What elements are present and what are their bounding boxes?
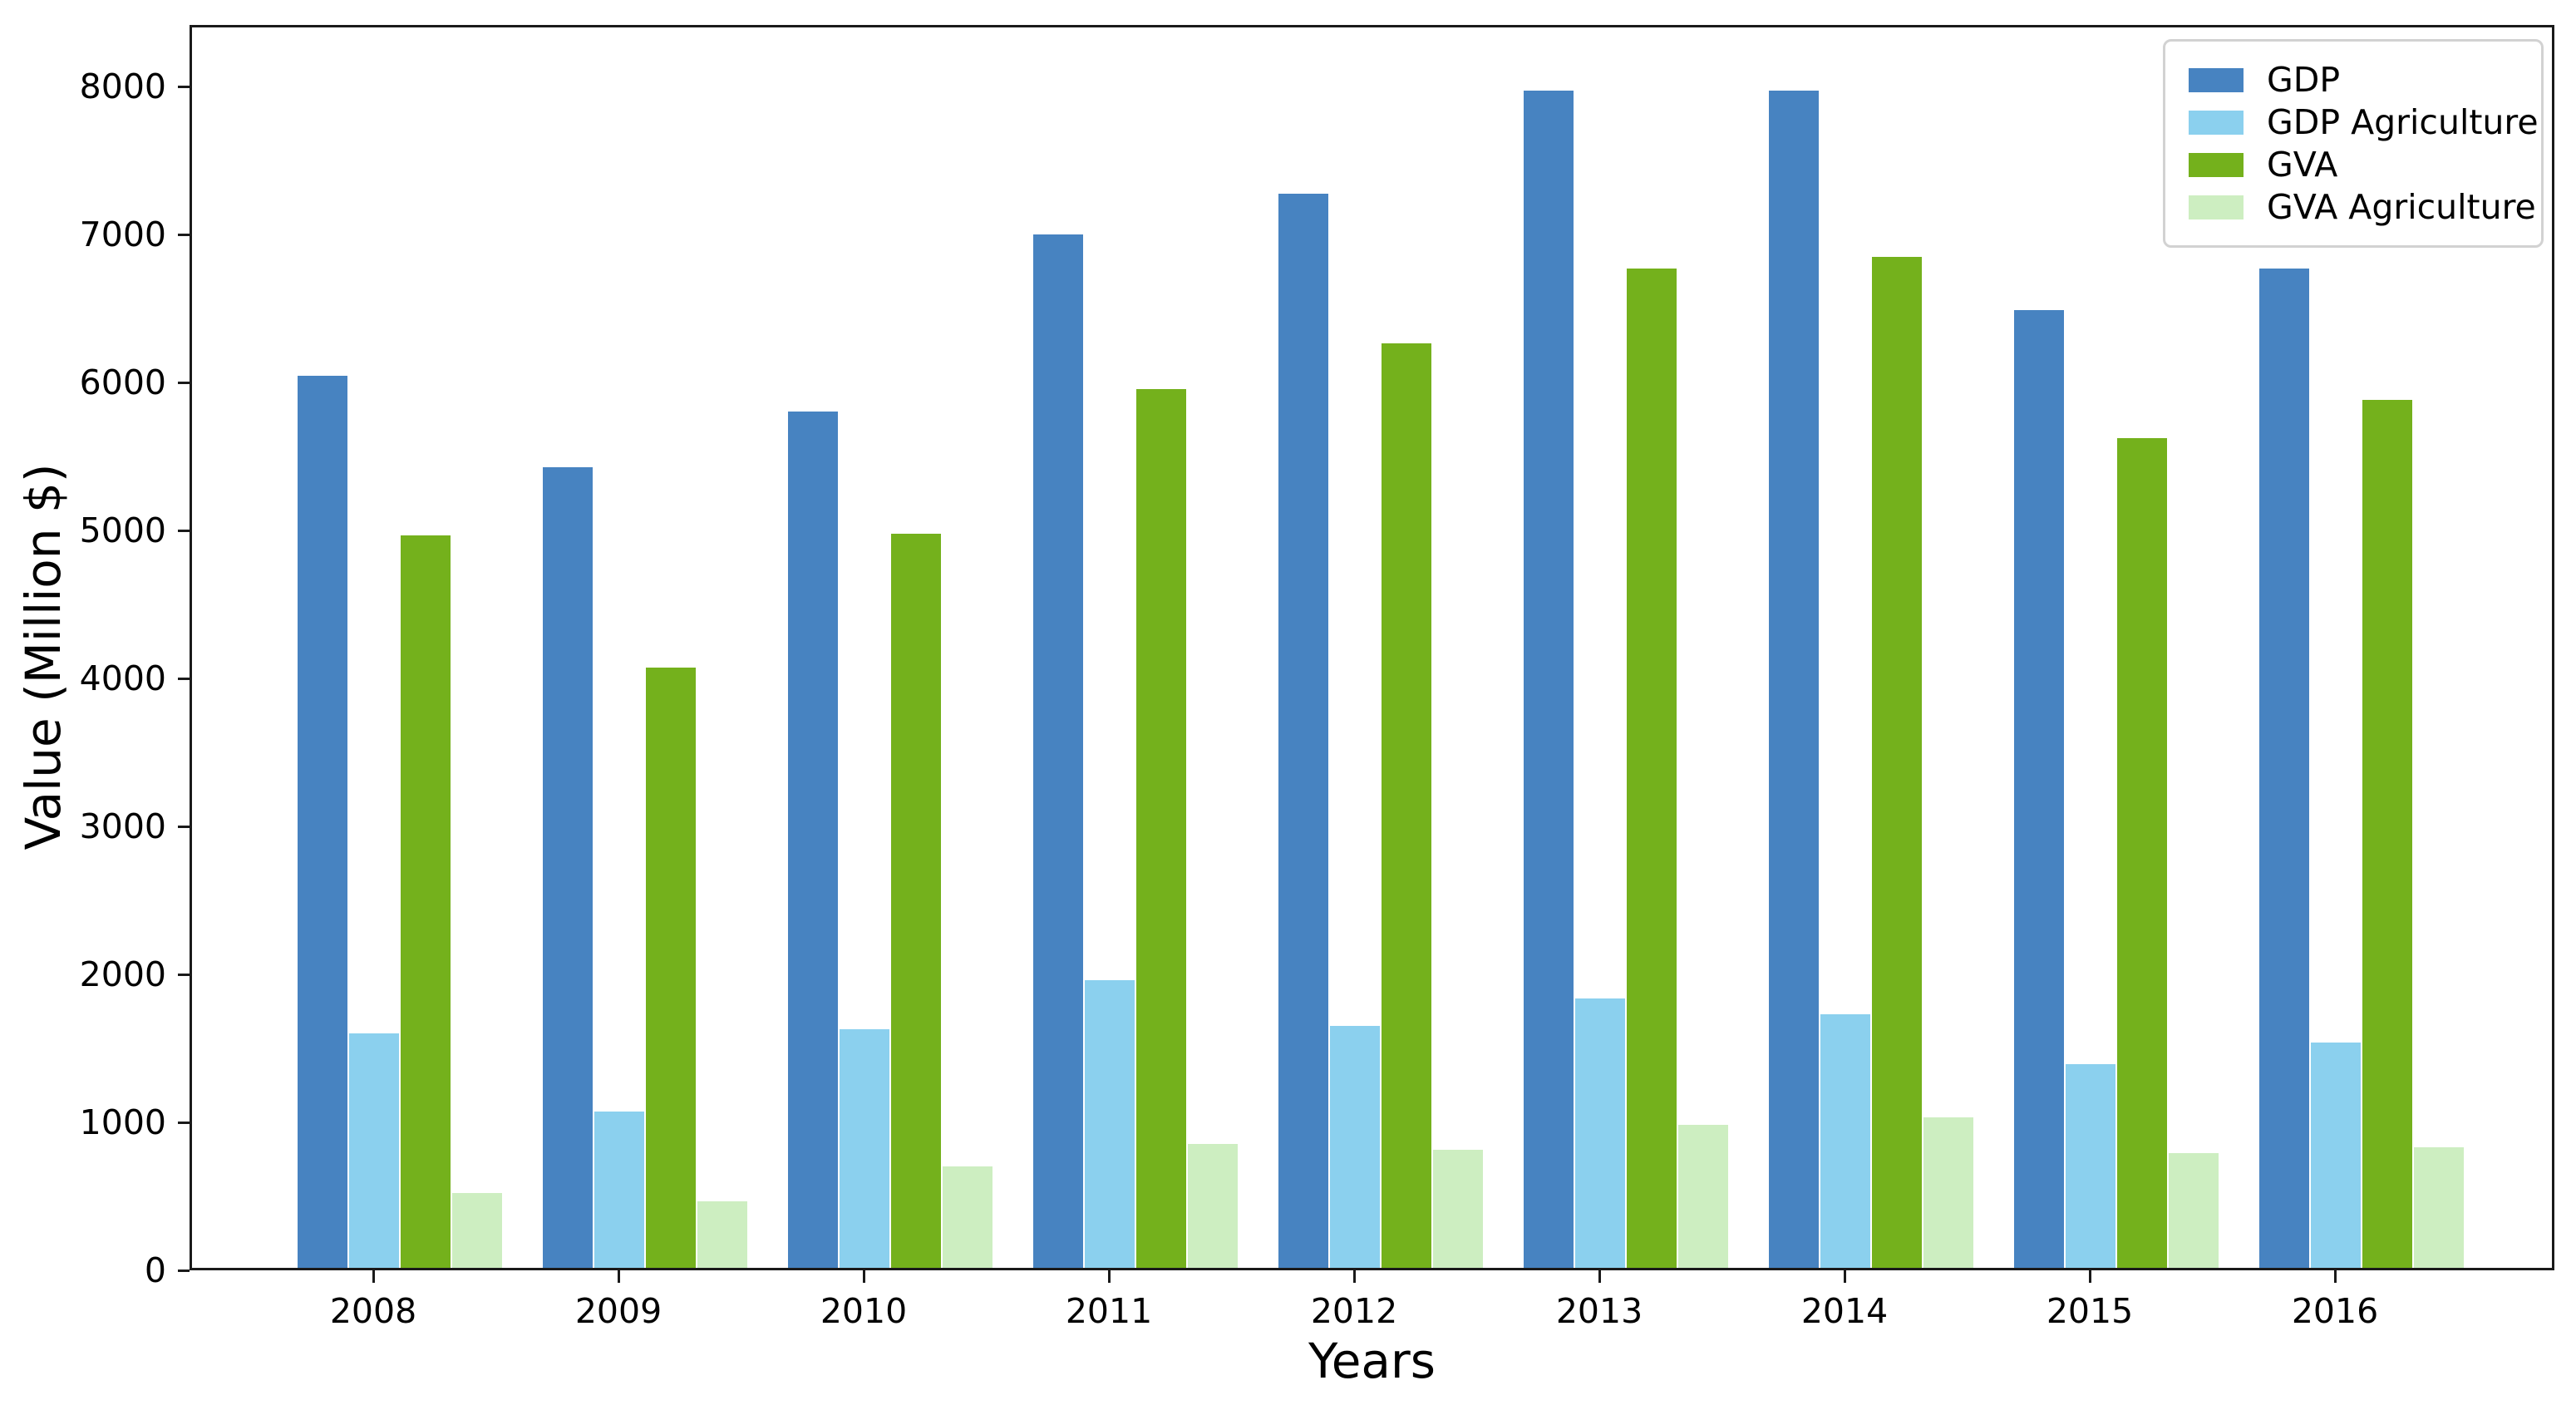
y-tick-label-1000: 1000 bbox=[79, 1102, 166, 1142]
y-tick-5000 bbox=[178, 529, 190, 532]
y-tick-2000 bbox=[178, 973, 190, 976]
bar-gva-agriculture-2008 bbox=[452, 1192, 502, 1268]
y-tick-label-6000: 6000 bbox=[79, 362, 166, 403]
bar-gdp-agriculture-2010 bbox=[840, 1028, 889, 1268]
legend-item-gva: GVA bbox=[2189, 146, 2524, 183]
x-tick-2013 bbox=[1598, 1270, 1601, 1283]
bar-gdp-2011 bbox=[1033, 234, 1083, 1268]
legend-label: GDP bbox=[2267, 60, 2341, 100]
x-tick-label-2016: 2016 bbox=[2291, 1291, 2379, 1331]
bar-gva-2016 bbox=[2362, 399, 2412, 1268]
x-axis-label: Years bbox=[1308, 1333, 1436, 1389]
x-tick-2012 bbox=[1353, 1270, 1356, 1283]
x-tick-label-2015: 2015 bbox=[2046, 1291, 2134, 1331]
bar-gva-2012 bbox=[1382, 343, 1431, 1268]
x-tick-label-2013: 2013 bbox=[1555, 1291, 1643, 1331]
legend-item-gdp-agriculture: GDP Agriculture bbox=[2189, 104, 2539, 141]
bar-gva-2009 bbox=[646, 668, 696, 1268]
x-tick-2008 bbox=[372, 1270, 375, 1283]
bar-gva-2011 bbox=[1136, 389, 1186, 1268]
bar-gdp-2012 bbox=[1278, 193, 1328, 1268]
legend-label: GDP Agriculture bbox=[2267, 102, 2539, 142]
bar-gdp-2014 bbox=[1769, 90, 1819, 1268]
x-tick-label-2012: 2012 bbox=[1310, 1291, 1398, 1331]
y-tick-label-0: 0 bbox=[144, 1250, 166, 1290]
bar-gva-agriculture-2010 bbox=[943, 1166, 992, 1268]
bar-gdp-2015 bbox=[2014, 309, 2064, 1268]
x-tick-2009 bbox=[618, 1270, 620, 1283]
year-group-2011: 2011 bbox=[1033, 27, 1238, 1330]
bar-gdp-agriculture-2009 bbox=[594, 1112, 644, 1268]
year-group-2016: 2016 bbox=[2259, 27, 2464, 1330]
legend-item-gva-agriculture: GVA Agriculture bbox=[2189, 189, 2536, 225]
x-tick-label-2011: 2011 bbox=[1065, 1291, 1153, 1331]
bar-gva-agriculture-2016 bbox=[2414, 1146, 2464, 1268]
bar-gva-agriculture-2014 bbox=[1923, 1117, 1973, 1268]
x-tick-2015 bbox=[2089, 1270, 2091, 1283]
y-tick-3000 bbox=[178, 825, 190, 828]
x-tick-2010 bbox=[863, 1270, 865, 1283]
bar-gdp-2009 bbox=[543, 467, 593, 1268]
legend: GDP GDP Agriculture GVA GVA Agriculture bbox=[2163, 39, 2544, 248]
legend-label: GVA Agriculture bbox=[2267, 187, 2536, 227]
bar-gdp-agriculture-2011 bbox=[1085, 980, 1135, 1268]
bar-gdp-agriculture-2013 bbox=[1575, 998, 1625, 1268]
bar-gdp-agriculture-2014 bbox=[1820, 1014, 1870, 1268]
y-tick-label-7000: 7000 bbox=[79, 214, 166, 255]
x-tick-2016 bbox=[2334, 1270, 2337, 1283]
year-group-2008: 2008 bbox=[298, 27, 502, 1330]
x-tick-label-2008: 2008 bbox=[329, 1291, 417, 1331]
y-tick-4000 bbox=[178, 677, 190, 680]
bar-gdp-agriculture-2016 bbox=[2311, 1042, 2361, 1268]
bar-gdp-2010 bbox=[788, 412, 838, 1268]
bar-gdp-2016 bbox=[2259, 269, 2309, 1268]
bar-gva-2015 bbox=[2117, 437, 2167, 1268]
bar-gdp-agriculture-2008 bbox=[349, 1033, 399, 1268]
year-group-2015: 2015 bbox=[2014, 27, 2219, 1330]
y-tick-7000 bbox=[178, 233, 190, 236]
bar-gva-agriculture-2012 bbox=[1433, 1150, 1483, 1268]
bar-gdp-agriculture-2015 bbox=[2066, 1064, 2115, 1268]
y-tick-label-2000: 2000 bbox=[79, 954, 166, 994]
bar-gva-agriculture-2009 bbox=[697, 1201, 747, 1268]
y-tick-0 bbox=[178, 1269, 190, 1272]
year-group-2012: 2012 bbox=[1278, 27, 1483, 1330]
y-tick-label-5000: 5000 bbox=[79, 510, 166, 551]
year-group-2013: 2013 bbox=[1524, 27, 1728, 1330]
legend-item-gdp: GDP bbox=[2189, 62, 2524, 98]
y-tick-6000 bbox=[178, 381, 190, 384]
year-group-2010: 2010 bbox=[788, 27, 992, 1330]
bar-gva-2008 bbox=[401, 535, 451, 1268]
bar-gva-2013 bbox=[1627, 269, 1677, 1268]
legend-swatch-icon bbox=[2189, 67, 2244, 92]
x-tick-label-2010: 2010 bbox=[820, 1291, 908, 1331]
bar-gva-agriculture-2011 bbox=[1188, 1144, 1238, 1268]
y-tick-label-8000: 8000 bbox=[79, 67, 166, 107]
bar-gdp-2013 bbox=[1524, 90, 1574, 1268]
bar-gdp-2008 bbox=[298, 376, 347, 1268]
legend-swatch-icon bbox=[2189, 110, 2244, 135]
y-tick-label-3000: 3000 bbox=[79, 806, 166, 847]
x-tick-2014 bbox=[1844, 1270, 1846, 1283]
x-tick-2011 bbox=[1108, 1270, 1111, 1283]
year-group-2009: 2009 bbox=[543, 27, 747, 1330]
bar-gva-2014 bbox=[1872, 256, 1922, 1268]
bar-gva-2010 bbox=[891, 534, 941, 1268]
legend-swatch-icon bbox=[2189, 195, 2244, 219]
x-tick-label-2009: 2009 bbox=[574, 1291, 662, 1331]
legend-label: GVA bbox=[2267, 145, 2338, 185]
bar-gdp-agriculture-2012 bbox=[1330, 1026, 1380, 1268]
bar-gva-agriculture-2015 bbox=[2169, 1152, 2219, 1268]
plot-area: 2008 2009 2010 2011 2012 2013 2014 2015 2016 bbox=[190, 25, 2554, 1330]
y-tick-1000 bbox=[178, 1121, 190, 1124]
y-tick-8000 bbox=[178, 85, 190, 88]
bar-groups: 2008 2009 2010 2011 2012 2013 2014 2015 2016 bbox=[192, 27, 2552, 1330]
year-group-2014: 2014 bbox=[1769, 27, 1973, 1330]
y-tick-label-4000: 4000 bbox=[79, 658, 166, 699]
legend-swatch-icon bbox=[2189, 152, 2244, 177]
bar-gva-agriculture-2013 bbox=[1678, 1125, 1728, 1268]
x-tick-label-2014: 2014 bbox=[1800, 1291, 1889, 1331]
